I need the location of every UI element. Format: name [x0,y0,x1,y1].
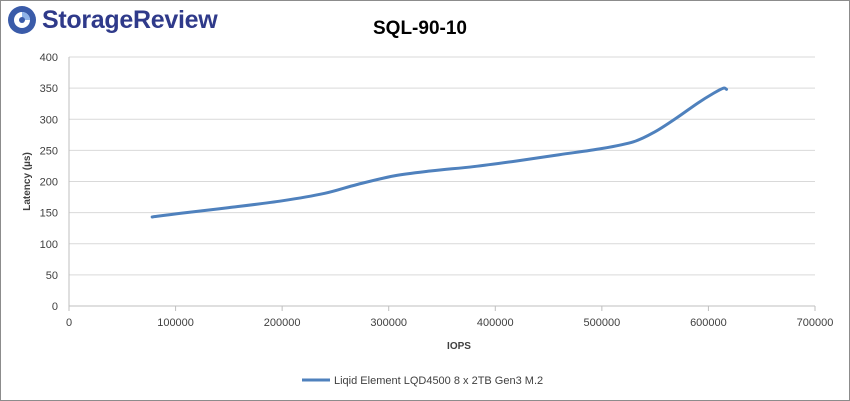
y-tick-label: 400 [40,52,58,64]
x-tick-label: 500000 [583,317,620,329]
series-line [150,86,729,219]
y-tick-label: 250 [40,145,58,157]
x-tick-label: 400000 [477,317,514,329]
brand-name: StorageReview [42,5,218,34]
y-tick-label: 300 [40,114,58,126]
y-axis-title: Latency (µs) [22,152,33,211]
y-tick-label: 200 [40,177,58,189]
storagereview-logo-icon [8,6,36,34]
y-tick-label: 0 [52,301,58,313]
x-axis-title: IOPS [447,341,471,352]
y-tick-label: 100 [40,239,58,251]
x-tick-label: 600000 [690,317,727,329]
x-tick-label: 0 [66,317,72,329]
y-tick-label: 150 [40,208,58,220]
x-tick-label: 700000 [797,317,834,329]
brand-logo: StorageReview [7,5,218,35]
y-tick-label: 350 [40,83,58,95]
y-tick-label: 50 [46,270,58,282]
chart-title: SQL-90-10 [373,18,467,39]
legend-label: Liqid Element LQD4500 8 x 2TB Gen3 M.2 [334,375,543,387]
x-tick-label: 100000 [157,317,194,329]
x-tick-label: 200000 [264,317,301,329]
x-tick-label: 300000 [370,317,407,329]
